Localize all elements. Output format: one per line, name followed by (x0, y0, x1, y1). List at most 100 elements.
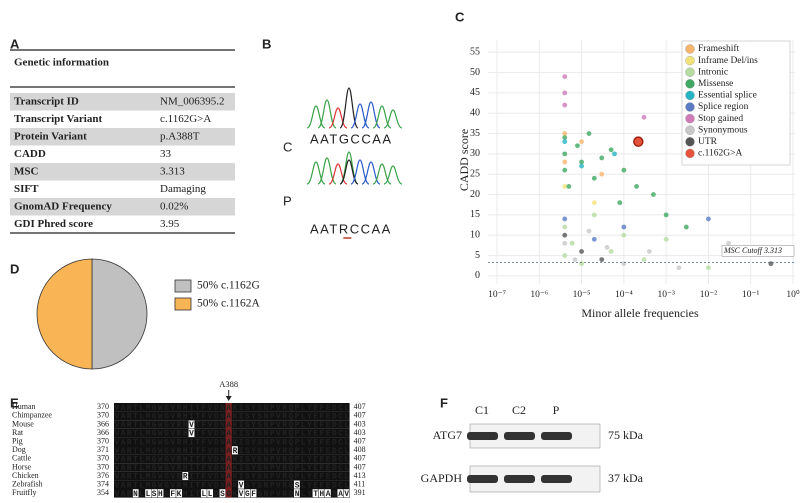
legend-swatch (685, 90, 695, 101)
table-cell-value: 3.95 (160, 218, 180, 230)
table-cell-value: 0.02% (160, 201, 188, 213)
legend-swatch (685, 44, 695, 54)
data-point (562, 167, 568, 173)
data-point (562, 184, 568, 189)
data-point (608, 249, 614, 254)
trace-peak (383, 109, 403, 129)
data-point (591, 212, 597, 218)
sequence: VARTLMGWGVRHITFVDNAKISYSNPVRQPLYEFEDCL (115, 439, 350, 447)
cutoff-label: MSC Cutoff 3.313 (723, 246, 782, 255)
species: Pig (12, 437, 23, 446)
mismatch (175, 488, 183, 498)
legend-label: Stop gained (698, 114, 743, 124)
data-point (651, 192, 656, 197)
table-cell-label: GnomAD Frequency (14, 201, 112, 213)
table-title: Genetic information (14, 57, 109, 69)
x-tick-label: 10⁻⁵ (573, 290, 591, 300)
highlight-column (225, 471, 232, 481)
data-point (562, 224, 568, 230)
data-point (663, 236, 669, 242)
species: Human (12, 402, 36, 411)
y-axis-label: CADD score (457, 129, 471, 191)
y-tick-label: 25 (470, 168, 480, 179)
highlight-column (225, 403, 232, 412)
x-tick-label: 10⁰ (786, 289, 800, 300)
legend-label: Inframe Del/ins (698, 55, 758, 66)
data-point (646, 249, 652, 254)
species: Rat (12, 428, 24, 437)
marker-arrowhead (225, 396, 232, 401)
panel-label: B (262, 36, 271, 51)
trace-peak (372, 163, 392, 185)
species: Chicken (12, 471, 39, 480)
data-point (562, 139, 568, 145)
data-point (676, 265, 682, 271)
legend-swatch (685, 125, 695, 135)
end-position: 407 (354, 454, 366, 463)
start-position: 370 (97, 437, 109, 446)
trace-peak (339, 159, 359, 185)
legend-label: Intronic (698, 67, 728, 77)
data-point (562, 232, 568, 238)
sequence: VARTLMGWGVRHVTFVDNAKISYSNPVRQPLYEFEDCL (115, 422, 350, 430)
end-position: 403 (354, 428, 366, 437)
data-point (579, 159, 584, 165)
legend-label: c.1162G>A (698, 149, 742, 159)
legend-label: 50% c.1162A (197, 298, 261, 310)
table-cell-label: GDI Phred score (14, 218, 93, 230)
y-tick-label: 55 (470, 46, 480, 57)
x-tick-label: 10⁻¹ (742, 290, 760, 300)
data-point (768, 261, 774, 267)
start-position: 371 (97, 445, 109, 454)
blot-band (467, 475, 498, 483)
trace-peak (383, 165, 403, 185)
legend-label: Frameshift (698, 43, 740, 54)
mismatch (250, 488, 257, 498)
y-tick-label: 50 (470, 67, 480, 78)
data-point (641, 257, 647, 262)
legend-swatch (174, 297, 192, 311)
data-point (706, 265, 711, 271)
lane-label: C2 (512, 403, 526, 417)
legend-label: UTR (698, 137, 718, 147)
data-point (562, 216, 568, 222)
data-point (621, 167, 627, 173)
legend-swatch (685, 148, 695, 159)
data-point (706, 216, 711, 222)
x-tick-label: 10⁻⁷ (488, 290, 506, 300)
x-tick-label: 10⁻⁶ (530, 290, 548, 300)
table-cell-value: p.A388T (160, 131, 200, 143)
blot-band (467, 432, 498, 440)
trace-peak (317, 99, 337, 129)
blot-band (541, 475, 572, 483)
species: Fruitfly (12, 488, 36, 497)
highlight-column (225, 489, 232, 498)
trace-peak (339, 151, 359, 185)
x-tick-label: 10⁻² (700, 290, 718, 300)
legend-swatch (685, 79, 695, 89)
legend-label: Splice region (698, 102, 749, 112)
table-cell-label: MSC (14, 166, 39, 178)
table-cell-value: c.1162G>A (160, 113, 211, 125)
data-point (562, 90, 568, 96)
data-point (566, 184, 572, 189)
chromatogram-label: P (283, 193, 292, 208)
data-point (575, 143, 580, 149)
trace-peak (339, 87, 359, 129)
trace-peak (361, 101, 381, 129)
sequence: VARNLLSHGFKHITLLDSGKVGFSNPVRQNLYTHADAV (115, 491, 350, 499)
sequence: VARTLMGWGVRHITFVDNAKVSYSNPVRQSLYEFEDCL (115, 482, 350, 490)
data-point (599, 257, 605, 262)
species: Mouse (12, 419, 34, 428)
trace-peak (328, 107, 348, 129)
end-position: 407 (354, 411, 366, 420)
start-position: 370 (97, 454, 109, 463)
legend-box (681, 40, 791, 166)
sequence: VARTLMGWGVRHITFVDNARISYSNPVRQPLYEFEDCL (115, 448, 350, 456)
blot-band (541, 432, 572, 440)
mismatch (219, 488, 226, 498)
data-point (591, 200, 597, 206)
panel-label: C (455, 9, 465, 24)
y-tick-label: 40 (470, 107, 480, 118)
